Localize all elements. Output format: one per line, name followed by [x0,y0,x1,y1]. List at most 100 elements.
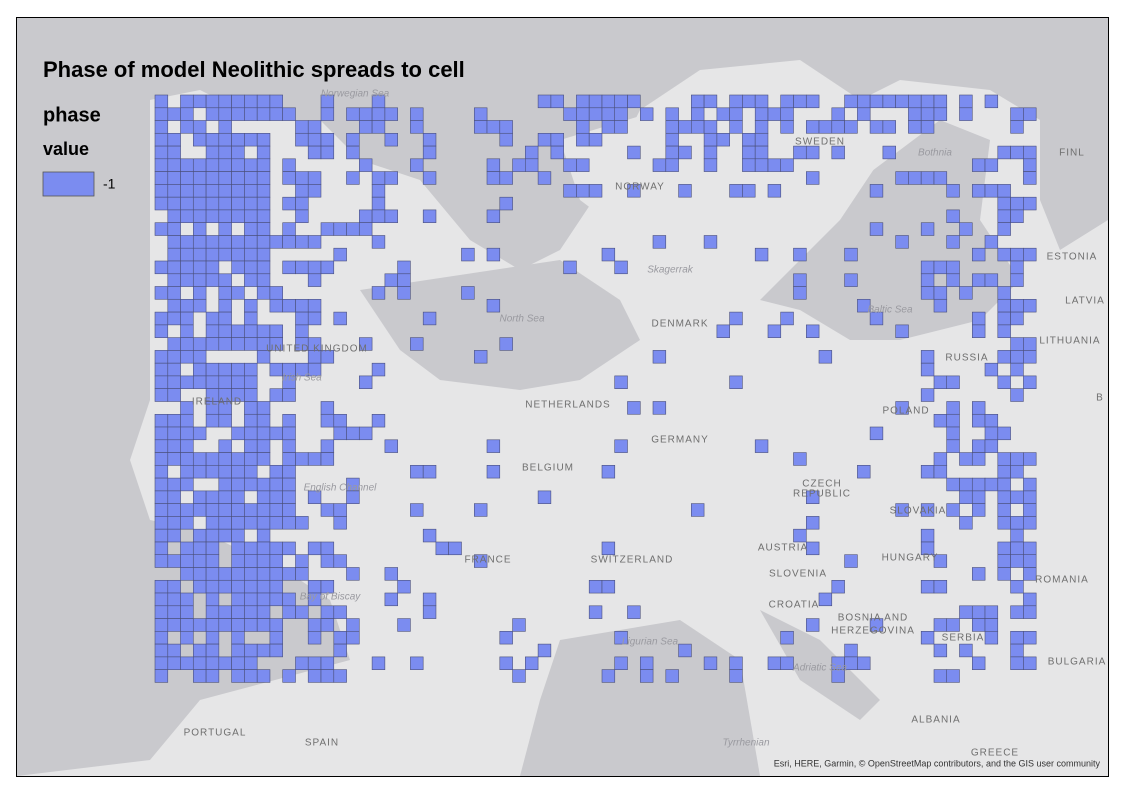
cell [920,273,935,287]
cell [180,273,194,287]
cell [167,350,181,364]
cell [997,222,1011,236]
cell [601,669,616,683]
cell [282,464,296,479]
place-label: BULGARIA [1048,657,1107,668]
cell [180,464,194,479]
cell [218,528,232,543]
cell [512,618,526,632]
cell [218,375,232,389]
cell [805,324,820,338]
cell [1023,171,1037,185]
cell [857,107,871,121]
cell [984,426,999,441]
cell [971,452,986,466]
cell [256,209,271,223]
cell [1010,528,1024,543]
cell [971,273,986,287]
cell [154,196,169,211]
cell [1023,452,1037,466]
cell [231,656,245,670]
cell [499,337,513,351]
cell [205,145,220,160]
cell [665,158,679,172]
cell [984,439,999,453]
cell [282,107,296,121]
cell [320,107,335,121]
cell [333,311,347,326]
cell [971,413,986,428]
cell [997,209,1011,223]
cell [205,464,220,479]
cell [371,286,386,300]
cell [244,311,258,326]
cell [486,439,501,453]
cell [205,567,220,581]
cell [997,426,1011,441]
cell [167,235,181,249]
cell [218,452,232,466]
cell [244,158,258,172]
cell [410,158,424,172]
cell [933,171,948,185]
cell [256,324,271,338]
cell [218,171,232,185]
cell [435,541,449,556]
cell [320,618,335,632]
cell [193,94,207,109]
cell [780,630,794,645]
cell [397,286,411,300]
cell [793,94,807,109]
cell [244,375,258,389]
cell [869,94,884,109]
cell [244,196,258,211]
cell [193,120,207,134]
cell [167,133,181,147]
cell [256,452,271,466]
cell [920,222,935,236]
cell [205,337,220,351]
cell [971,184,986,198]
sea-label: North Sea [499,314,544,325]
cell [920,541,935,556]
cell [218,273,232,287]
cell [1010,490,1024,504]
cell [920,630,935,645]
cell [154,171,169,185]
cell [422,528,437,543]
cell [959,452,973,466]
cell [920,350,935,364]
cell [231,605,245,619]
cell [205,324,220,338]
cell [231,362,245,377]
cell [218,120,232,134]
cell [231,618,245,632]
cell [971,247,986,262]
cell [205,184,220,198]
cell [193,260,207,275]
cell [920,260,935,275]
cell [154,107,169,121]
cell [933,579,948,594]
cell [244,618,258,632]
cell [256,235,271,249]
cell [754,158,769,172]
cell [1010,362,1024,377]
cell [984,413,999,428]
cell [167,579,181,594]
cell [767,184,782,198]
cell [307,452,322,466]
cell [754,439,769,453]
cell [333,630,347,645]
cell [946,184,960,198]
cell [946,375,960,389]
cell [244,324,258,338]
place-label: RUSSIA [945,353,988,364]
cell [180,618,194,632]
cell [167,171,181,185]
cell [1023,298,1037,313]
cell [1023,516,1037,530]
cell [269,567,283,581]
cell [167,656,181,670]
cell [959,643,973,658]
